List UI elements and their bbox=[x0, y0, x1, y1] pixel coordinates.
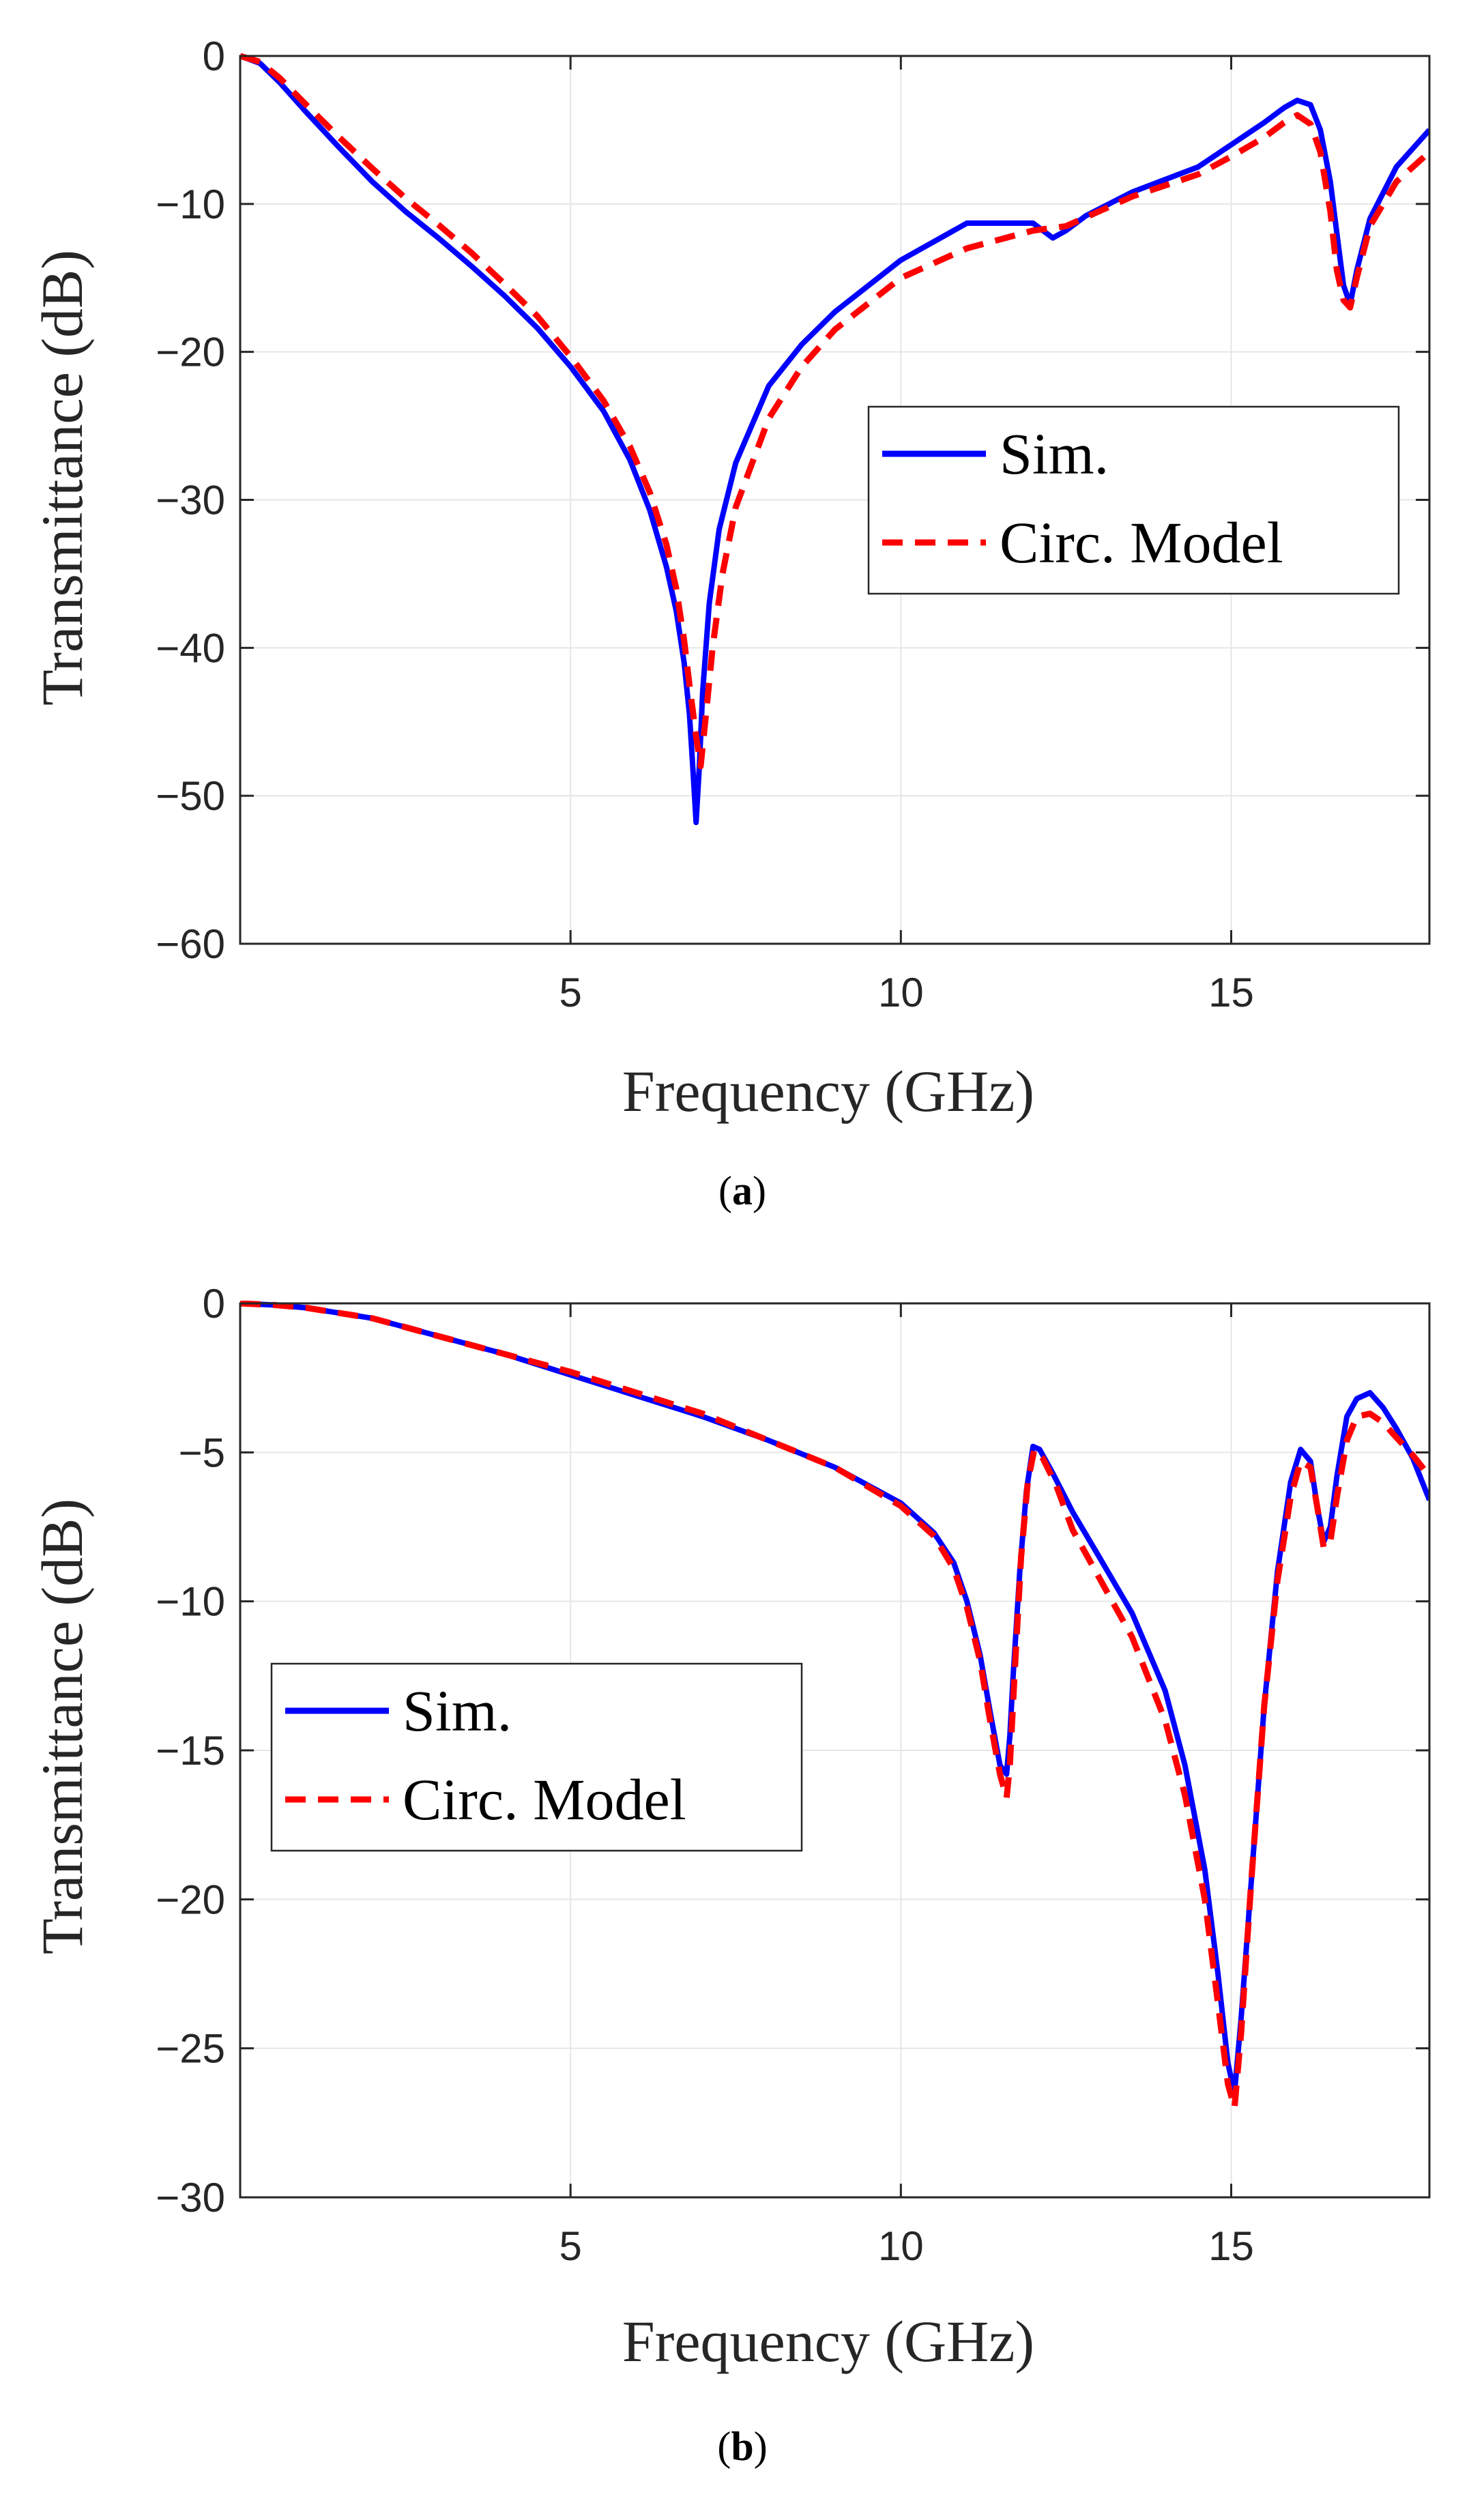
chart-b-legend-sim-label: Sim. bbox=[403, 1678, 512, 1744]
chart-b-panel-label: (b) bbox=[717, 2424, 767, 2469]
chart-b: 5 10 150−5−10−15−20−25−30 Frequency (GHz) … bbox=[29, 1281, 1431, 2469]
chart-b-ytick-label-3: −15 bbox=[156, 1728, 225, 1774]
chart-b-xtick-label-0: 5 bbox=[559, 2223, 581, 2269]
chart-a-xtick-label-1: 10 bbox=[878, 970, 924, 1015]
chart-a-ytick-label-4: −40 bbox=[156, 625, 225, 671]
chart-b-ytick-label-4: −20 bbox=[156, 1877, 225, 1922]
chart-a-ytick-label-1: −10 bbox=[156, 182, 225, 227]
chart-a-ytick-label-0: 0 bbox=[203, 33, 225, 79]
chart-a-ticks: 5 10 15 0 −10 −20 −30 −40 −50 −60 bbox=[156, 33, 1429, 1015]
chart-b-xtick-label-1: 10 bbox=[878, 2223, 924, 2269]
chart-a-xlabel: Frequency (GHz) bbox=[622, 1058, 1034, 1124]
chart-a-legend: Sim. Circ. Model bbox=[867, 405, 1400, 595]
chart-a-ytick-label-5: −50 bbox=[156, 773, 225, 819]
chart-b-series-circ-model-line bbox=[240, 1301, 1429, 2111]
chart-b-ytick-label-5: −25 bbox=[156, 2026, 225, 2072]
chart-b-legend-box bbox=[270, 1662, 803, 1852]
chart-b-legend: Sim. Circ. Model bbox=[270, 1662, 803, 1852]
chart-b-ytick-label-2: −10 bbox=[156, 1579, 225, 1625]
chart-a-series bbox=[240, 53, 1429, 826]
chart-b-ytick-label-0: 0 bbox=[203, 1281, 225, 1327]
chart-a-ytick-label-6: −60 bbox=[156, 921, 225, 967]
chart-b-xtick-label-2: 15 bbox=[1208, 2223, 1254, 2269]
chart-a-legend-model-label: Circ. Model bbox=[1000, 510, 1283, 575]
chart-a-series-sim-line bbox=[240, 53, 1429, 826]
chart-a-legend-box bbox=[867, 405, 1400, 595]
chart-b-legend-model-label: Circ. Model bbox=[403, 1767, 686, 1832]
chart-b-ylabel: Transmittance (dB) bbox=[29, 1499, 95, 1954]
chart-a-xtick-label-0: 5 bbox=[559, 970, 581, 1015]
chart-a-legend-sim-label: Sim. bbox=[1000, 421, 1109, 487]
chart-a-ytick-label-2: −20 bbox=[156, 330, 225, 375]
chart-a-ylabel: Transmittance (dB) bbox=[29, 250, 95, 706]
chart-a-panel-letter: a bbox=[732, 1168, 753, 1213]
chart-b-ytick-label-1: −5 bbox=[179, 1430, 225, 1475]
chart-a-ytick-label-3: −30 bbox=[156, 478, 225, 523]
chart-b-xlabel: Frequency (GHz) bbox=[622, 2309, 1034, 2374]
chart-a-xtick-label-2: 15 bbox=[1208, 970, 1254, 1015]
chart-a: 5 10 15 0 −10 −20 −30 −40 −50 −60 Frequency (GHz)… bbox=[29, 33, 1431, 1213]
chart-a-panel-label: (a) bbox=[718, 1168, 766, 1213]
chart-a-series-circ-model-line bbox=[240, 53, 1429, 770]
chart-b-panel-letter: b bbox=[731, 2424, 753, 2469]
chart-b-series bbox=[240, 1301, 1429, 2111]
chart-b-ticks: 5 10 15 0 −5 −10 −15 −20 −25 −30 bbox=[156, 1281, 1429, 2269]
chart-b-ytick-label-6: −30 bbox=[156, 2175, 225, 2221]
